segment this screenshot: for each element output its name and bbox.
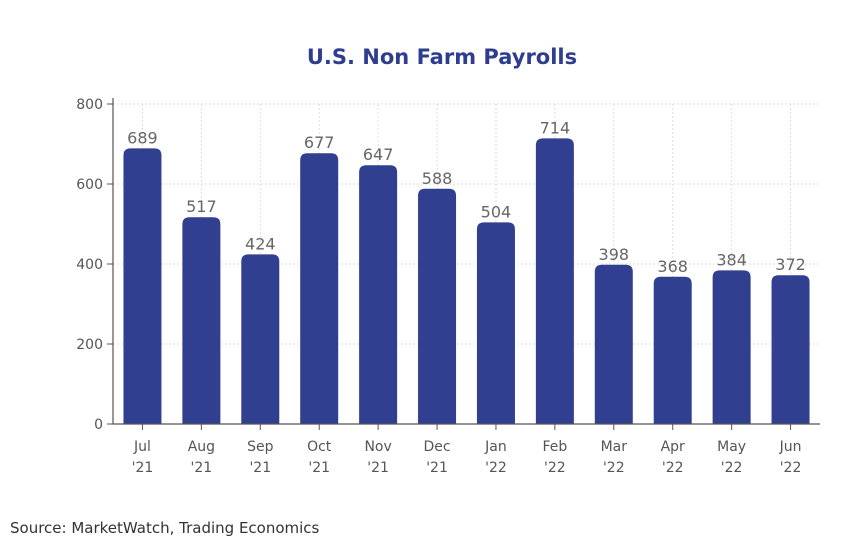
data-labels: 689 517 424 677 647 588 504 714 398 368 384 372 bbox=[127, 118, 806, 275]
bar-value-label: 689 bbox=[127, 128, 158, 147]
x-tick-label-month: Nov bbox=[364, 439, 391, 455]
x-tick-label-month: Jul bbox=[133, 439, 151, 455]
y-tick-label: 400 bbox=[76, 257, 103, 273]
x-tick-label-year: '21 bbox=[367, 460, 389, 476]
x-tick-label-month: Apr bbox=[661, 439, 685, 455]
bar-chart: U.S. Non Farm Payrolls 689 517 424 677 647 58… bbox=[76, 45, 820, 476]
x-tick-label-month: Jun bbox=[779, 439, 802, 455]
bar bbox=[712, 270, 751, 424]
bars bbox=[123, 138, 810, 424]
y-axis-ticks: 0 200 400 600 800 bbox=[76, 97, 113, 433]
y-tick-label: 200 bbox=[76, 337, 103, 353]
x-tick-label-month: Oct bbox=[307, 439, 332, 455]
source-note: Source: MarketWatch, Trading Economics bbox=[10, 519, 320, 537]
bar-value-label: 398 bbox=[599, 245, 630, 264]
x-tick-label-year: '21 bbox=[249, 460, 271, 476]
x-tick-label-year: '22 bbox=[544, 460, 566, 476]
bar bbox=[476, 222, 515, 424]
bar-value-label: 424 bbox=[245, 234, 276, 253]
x-tick-label-month: May bbox=[717, 439, 746, 455]
x-tick-label-year: '21 bbox=[191, 460, 213, 476]
bar bbox=[653, 276, 692, 424]
bar bbox=[359, 165, 398, 424]
y-tick-label: 0 bbox=[94, 417, 103, 433]
bar bbox=[182, 217, 221, 424]
x-tick-label-month: Aug bbox=[188, 439, 215, 455]
bar-value-label: 714 bbox=[540, 118, 571, 137]
bar bbox=[535, 138, 574, 424]
x-tick-label-month: Mar bbox=[601, 439, 628, 455]
x-tick-label-year: '21 bbox=[308, 460, 330, 476]
bar-value-label: 368 bbox=[657, 257, 688, 276]
bar-value-label: 504 bbox=[481, 202, 512, 221]
x-tick-label-year: '22 bbox=[721, 460, 743, 476]
x-axis-ticks: Jul '21 Aug '21 Sep '21 Oct '21 Nov '21 Dec '21 Jan '… bbox=[132, 424, 802, 476]
bar-value-label: 517 bbox=[186, 197, 217, 216]
x-tick-label-year: '22 bbox=[662, 460, 684, 476]
bar bbox=[418, 188, 457, 424]
y-tick-label: 600 bbox=[76, 177, 103, 193]
bar-value-label: 384 bbox=[716, 250, 747, 269]
bar-value-label: 588 bbox=[422, 169, 453, 188]
x-tick-label-year: '22 bbox=[485, 460, 507, 476]
x-tick-label-year: '22 bbox=[780, 460, 802, 476]
y-tick-label: 800 bbox=[76, 97, 103, 113]
x-tick-label-month: Jan bbox=[484, 439, 507, 455]
x-tick-label-year: '21 bbox=[132, 460, 154, 476]
x-tick-label-year: '22 bbox=[603, 460, 625, 476]
bar-value-label: 372 bbox=[775, 255, 806, 274]
bar bbox=[241, 254, 280, 424]
x-tick-label-month: Feb bbox=[542, 439, 567, 455]
x-tick-label-month: Sep bbox=[247, 439, 274, 455]
bar bbox=[123, 148, 162, 424]
chart-title: U.S. Non Farm Payrolls bbox=[307, 45, 577, 69]
bar-value-label: 647 bbox=[363, 145, 394, 164]
x-tick-label-year: '21 bbox=[426, 460, 448, 476]
bar-value-label: 677 bbox=[304, 133, 335, 152]
bar bbox=[594, 264, 633, 424]
bar bbox=[771, 275, 810, 424]
bar bbox=[300, 153, 339, 424]
x-tick-label-month: Dec bbox=[423, 439, 450, 455]
